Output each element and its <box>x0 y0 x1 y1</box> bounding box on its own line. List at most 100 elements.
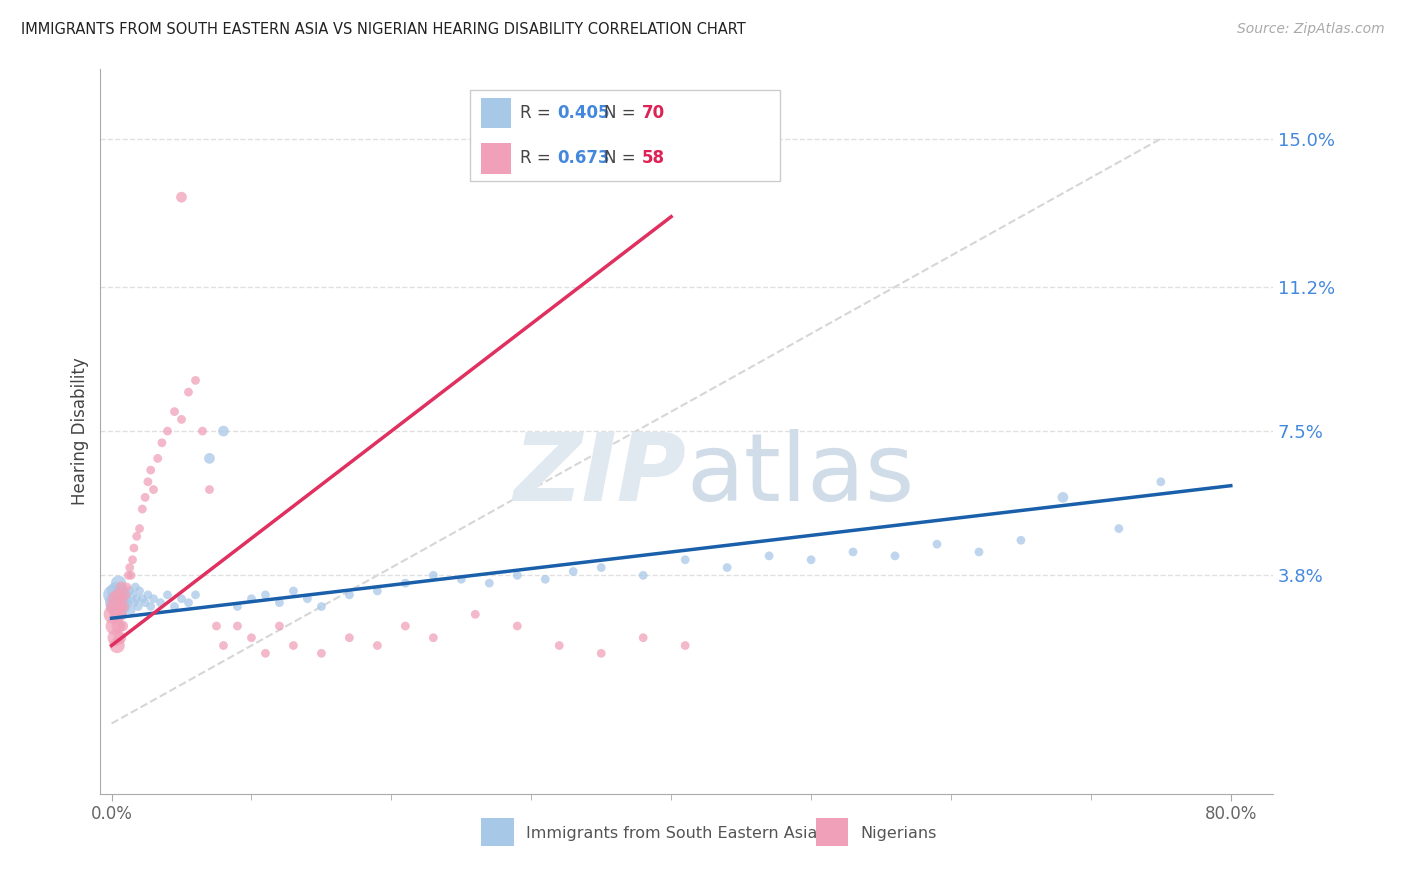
Point <box>131 502 153 516</box>
Point <box>184 588 207 602</box>
Point <box>128 583 150 598</box>
FancyBboxPatch shape <box>470 90 780 181</box>
Point <box>110 588 132 602</box>
Point <box>170 412 193 426</box>
Point <box>198 451 221 466</box>
Point <box>283 583 305 598</box>
Point <box>142 591 165 606</box>
Point <box>1010 533 1032 548</box>
Point <box>1052 491 1074 505</box>
Point <box>394 576 416 591</box>
Point <box>131 591 153 606</box>
Point <box>631 568 654 582</box>
Point <box>149 596 172 610</box>
Point <box>184 373 207 387</box>
Point <box>150 435 173 450</box>
Point <box>107 619 129 633</box>
Point <box>254 646 277 660</box>
Point <box>337 631 360 645</box>
Point <box>134 491 156 505</box>
Point <box>967 545 990 559</box>
Point <box>104 599 127 614</box>
Point <box>297 591 319 606</box>
Point <box>450 572 472 586</box>
Text: atlas: atlas <box>686 429 915 521</box>
Point <box>103 619 125 633</box>
Point <box>254 588 277 602</box>
Point <box>108 607 131 622</box>
Point <box>394 619 416 633</box>
Point <box>156 424 179 438</box>
Point <box>170 591 193 606</box>
Text: Immigrants from South Eastern Asia: Immigrants from South Eastern Asia <box>526 826 817 841</box>
Point <box>884 549 907 563</box>
FancyBboxPatch shape <box>481 144 510 174</box>
Point <box>110 580 132 594</box>
Point <box>108 599 131 614</box>
Point <box>103 599 125 614</box>
Point <box>156 588 179 602</box>
Point <box>107 596 129 610</box>
FancyBboxPatch shape <box>481 97 510 128</box>
Point <box>105 607 128 622</box>
Point <box>478 576 501 591</box>
Point <box>117 568 139 582</box>
Point <box>1150 475 1173 489</box>
Point <box>142 483 165 497</box>
Point <box>311 599 333 614</box>
Point <box>103 596 125 610</box>
Point <box>673 639 696 653</box>
Point <box>115 580 138 594</box>
Point <box>139 599 162 614</box>
Point <box>108 583 131 598</box>
Point <box>269 596 291 610</box>
Point <box>422 568 444 582</box>
Point <box>226 619 249 633</box>
Point <box>177 385 200 400</box>
Point <box>121 553 143 567</box>
Point <box>337 588 360 602</box>
Point <box>127 599 149 614</box>
Point <box>124 580 146 594</box>
Point <box>114 588 136 602</box>
Text: 58: 58 <box>643 150 665 168</box>
Point <box>366 583 388 598</box>
Point <box>240 631 263 645</box>
Text: 0.673: 0.673 <box>558 150 610 168</box>
Point <box>105 603 128 617</box>
Y-axis label: Hearing Disability: Hearing Disability <box>72 357 89 505</box>
Point <box>422 631 444 645</box>
Point <box>506 568 529 582</box>
Point <box>139 463 162 477</box>
Point <box>125 529 148 543</box>
Point <box>134 596 156 610</box>
Point <box>591 560 613 574</box>
Point <box>205 619 228 633</box>
Point <box>125 591 148 606</box>
Point <box>464 607 486 622</box>
Point <box>118 583 141 598</box>
Point <box>101 607 124 622</box>
Point <box>506 619 529 633</box>
Point <box>269 619 291 633</box>
Point <box>112 599 135 614</box>
Point <box>534 572 557 586</box>
Point <box>562 565 585 579</box>
Point <box>128 522 150 536</box>
Text: R =: R = <box>520 103 557 121</box>
Point <box>114 588 136 602</box>
Text: N =: N = <box>605 103 641 121</box>
Point <box>120 568 142 582</box>
Point <box>212 639 235 653</box>
Point <box>101 588 124 602</box>
Point <box>105 639 128 653</box>
Point <box>548 639 571 653</box>
Point <box>120 603 142 617</box>
Point <box>110 607 132 622</box>
Point <box>842 545 865 559</box>
Point <box>800 553 823 567</box>
Text: Nigerians: Nigerians <box>860 826 936 841</box>
Point <box>112 596 135 610</box>
Point <box>104 631 127 645</box>
Point <box>177 596 200 610</box>
